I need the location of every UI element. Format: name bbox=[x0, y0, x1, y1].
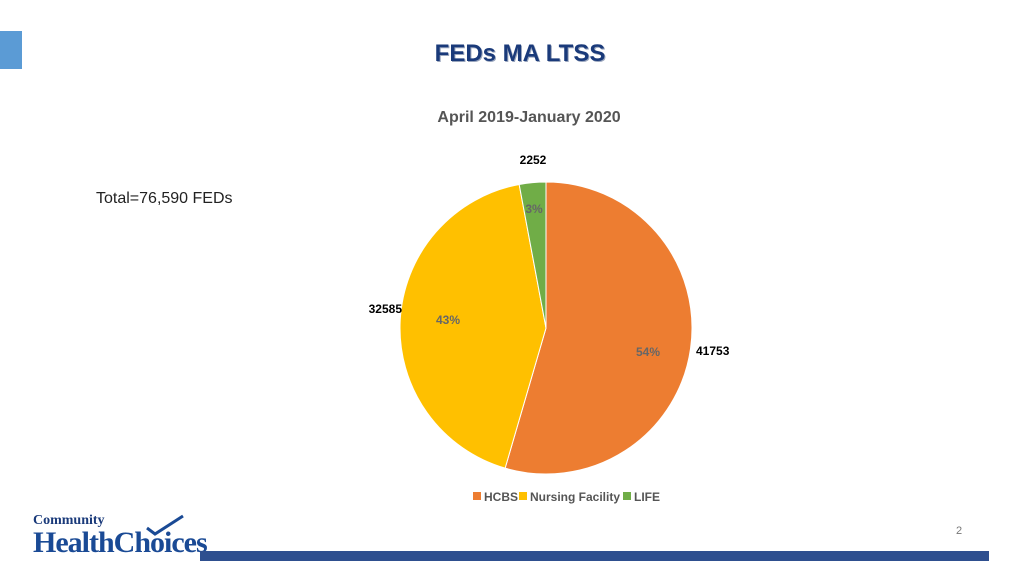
value-label-life: 2252 bbox=[520, 153, 547, 167]
percent-label-hcbs: 54% bbox=[636, 345, 660, 359]
logo-line-healthchoices: HealthChoices bbox=[33, 526, 208, 559]
legend-swatch-life bbox=[623, 492, 631, 500]
pie-slice-nursing-facility bbox=[399, 183, 547, 469]
slide-title: FEDs MA LTSS bbox=[434, 40, 606, 67]
footer-bar bbox=[200, 551, 989, 561]
legend-label-life: LIFE bbox=[634, 490, 660, 504]
pie-slice-hcbs bbox=[504, 181, 693, 475]
legend-swatch-nursing-facility bbox=[519, 492, 527, 500]
percent-label-nursing-facility: 43% bbox=[436, 313, 460, 327]
value-label-nursing-facility: 32585 bbox=[369, 302, 403, 316]
total-feds-text: Total=76,590 FEDs bbox=[96, 190, 233, 207]
legend-label-hcbs: HCBS bbox=[484, 490, 518, 504]
community-healthchoices-logo: Community HealthChoices bbox=[33, 513, 208, 562]
logo-check-icon bbox=[146, 514, 184, 536]
page-number: 2 bbox=[956, 525, 963, 537]
pie-labels: 54% 41753 43% 32585 3% 2252 bbox=[369, 153, 730, 359]
pie-slice-life bbox=[518, 181, 547, 329]
accent-square bbox=[0, 31, 22, 69]
percent-label-life: 3% bbox=[525, 202, 543, 216]
legend-swatch-hcbs bbox=[473, 492, 481, 500]
legend-label-nursing-facility: Nursing Facility bbox=[530, 490, 620, 504]
value-label-hcbs: 41753 bbox=[696, 344, 730, 358]
logo-line-community: Community bbox=[33, 513, 105, 528]
chart-title: April 2019-January 2020 bbox=[437, 109, 620, 126]
chart-legend: HCBS Nursing Facility LIFE bbox=[473, 490, 660, 504]
pie-slices bbox=[399, 181, 693, 475]
